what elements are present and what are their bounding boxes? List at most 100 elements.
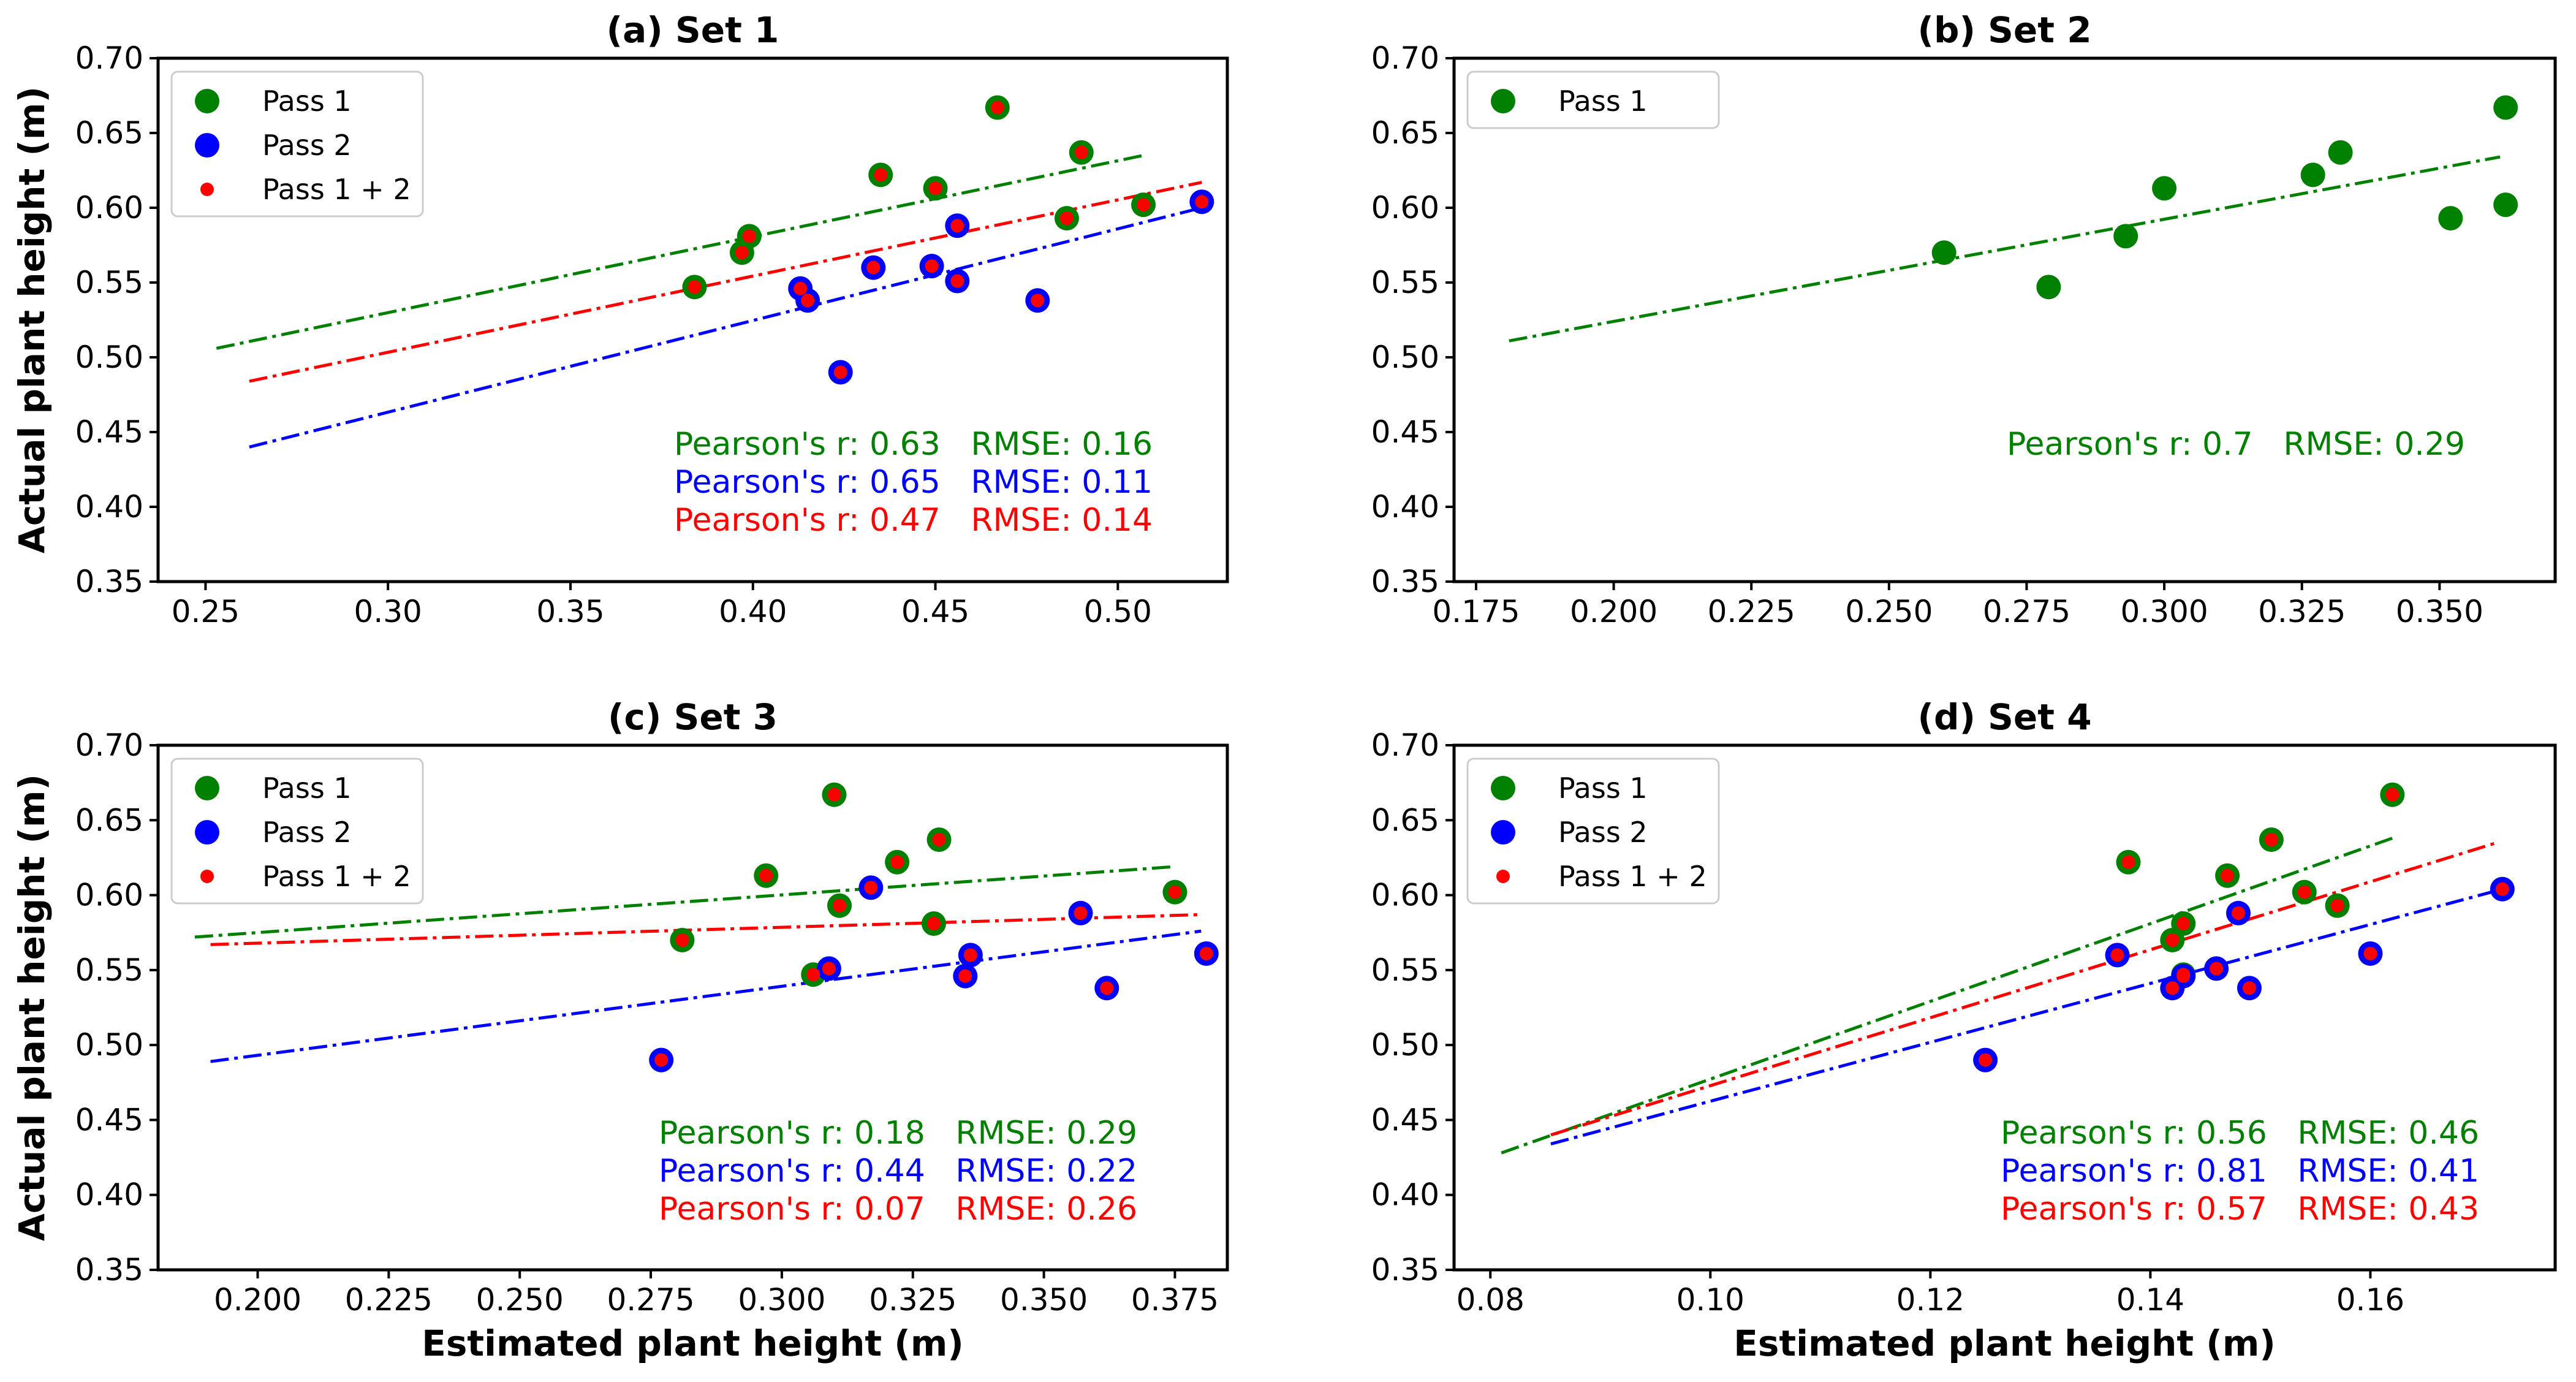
x-tick-label: 0.12	[1896, 1282, 1964, 1318]
fit-line	[1550, 889, 2498, 1145]
y-tick-label: 0.70	[75, 40, 143, 76]
data-point	[925, 259, 939, 273]
legend-label: Pass 2	[1558, 816, 1648, 849]
y-tick-label: 0.50	[1371, 1027, 1439, 1063]
data-point	[926, 917, 941, 931]
legend-marker	[1491, 776, 1515, 800]
legend-marker	[200, 183, 214, 196]
stats-annotation: Pearson's r: 0.18 RMSE: 0.29	[659, 1115, 1137, 1152]
stats-annotation: Pearson's r: 0.07 RMSE: 0.26	[659, 1191, 1137, 1228]
legend	[1466, 757, 1720, 905]
data-point	[2113, 224, 2138, 249]
data-point	[2330, 898, 2344, 913]
y-tick-label: 0.65	[1371, 802, 1439, 838]
data-point	[866, 260, 881, 275]
y-tick-label: 0.65	[1371, 115, 1439, 151]
data-point	[2165, 981, 2180, 995]
y-tick-label: 0.35	[1371, 1252, 1439, 1288]
y-tick-label: 0.60	[75, 878, 143, 913]
x-tick-label: 0.08	[1457, 1282, 1525, 1318]
y-tick-label: 0.40	[1371, 489, 1439, 525]
legend-label: Pass 2	[262, 816, 352, 849]
data-point	[688, 280, 702, 294]
data-point	[833, 898, 847, 913]
stats-annotation: Pearson's r: 0.56 RMSE: 0.46	[2001, 1115, 2479, 1152]
panel-d: (d) Set 4 0.35 0.40 0.45 0.50 0.55 0.60 0.65 0.7…	[1371, 696, 2557, 1364]
x-tick-label: 0.375	[1131, 1282, 1219, 1318]
fit-line	[194, 865, 1175, 939]
stats-annotation: Pearson's r: 0.65 RMSE: 0.11	[674, 464, 1153, 501]
data-point	[864, 881, 878, 895]
data-point	[1195, 195, 1209, 209]
data-point	[2176, 917, 2191, 931]
stats-annotation: Pearson's r: 0.44 RMSE: 0.22	[659, 1153, 1137, 1190]
data-point	[2176, 969, 2191, 983]
data-point	[759, 868, 773, 883]
y-tick-label: 0.40	[75, 489, 143, 525]
data-point	[1031, 294, 1045, 308]
y-tick-label: 0.45	[75, 1102, 143, 1137]
data-point	[742, 229, 756, 243]
legend-label: Pass 1 + 2	[262, 860, 411, 893]
x-tick-label: 0.325	[869, 1282, 957, 1318]
data-point	[958, 969, 972, 983]
data-point	[963, 948, 977, 962]
y-axis-label: Actual plant height (m)	[11, 86, 53, 553]
legend-marker	[195, 89, 219, 113]
data-point	[1137, 198, 1151, 212]
chart-title: (c) Set 3	[608, 696, 778, 738]
y-tick-label: 0.60	[75, 190, 143, 226]
stats-annotation: Pearson's r: 0.81 RMSE: 0.41	[2001, 1153, 2479, 1190]
x-tick-label: 0.350	[1000, 1282, 1088, 1318]
data-point	[2264, 833, 2278, 847]
y-tick-label: 0.65	[75, 802, 143, 838]
fit-line	[249, 181, 1202, 383]
stats-annotation: Pearson's r: 0.57 RMSE: 0.43	[2001, 1191, 2479, 1228]
data-point	[2385, 788, 2400, 802]
legend-label: Pass 1	[262, 85, 352, 118]
panel-c: (c) Set 3 0.35 0.40 0.45 0.50 0.55 0.60 0.65 0.7…	[11, 696, 1229, 1364]
data-point	[1931, 240, 1957, 265]
legend-marker	[1496, 870, 1510, 883]
data-point	[932, 833, 946, 847]
legend-label: Pass 2	[262, 129, 352, 162]
y-tick-label: 0.60	[1371, 190, 1439, 226]
data-point	[1059, 211, 1074, 226]
data-point	[2036, 275, 2061, 300]
legend-marker	[195, 133, 219, 158]
data-point	[2221, 868, 2235, 883]
y-tick-label: 0.70	[1371, 40, 1439, 76]
x-tick-label: 0.225	[345, 1282, 433, 1318]
x-tick-label: 0.200	[1570, 594, 1657, 629]
y-tick-label: 0.45	[1371, 414, 1439, 450]
data-point	[1199, 946, 1213, 960]
y-tick-label: 0.35	[75, 1252, 143, 1288]
legend	[1466, 70, 1720, 129]
y-tick-label: 0.65	[75, 115, 143, 151]
data-point	[1979, 1053, 1993, 1067]
legend	[170, 70, 424, 218]
y-tick-label: 0.45	[75, 414, 143, 450]
data-point	[2363, 946, 2377, 960]
data-point	[1168, 885, 1182, 899]
data-point	[890, 855, 904, 869]
data-point	[2328, 140, 2353, 165]
data-point	[1074, 906, 1088, 920]
y-tick-label: 0.70	[1371, 727, 1439, 763]
y-tick-label: 0.40	[75, 1177, 143, 1213]
data-point	[2210, 962, 2224, 976]
x-tick-label: 0.225	[1708, 594, 1795, 629]
y-tick-label: 0.50	[1371, 340, 1439, 375]
stats-annotation: Pearson's r: 0.7 RMSE: 0.29	[2007, 426, 2465, 463]
y-tick-label: 0.55	[1371, 952, 1439, 988]
legend-marker	[195, 820, 219, 845]
y-axis-label: Actual plant height (m)	[11, 774, 53, 1241]
legend-marker	[200, 870, 214, 883]
x-tick-label: 0.14	[2116, 1282, 2184, 1318]
y-tick-label: 0.50	[75, 340, 143, 375]
legend-marker	[1491, 820, 1515, 845]
x-tick-label: 0.45	[901, 594, 969, 629]
data-point	[2438, 206, 2463, 231]
fit-line	[249, 206, 1202, 449]
legend-marker	[195, 776, 219, 800]
